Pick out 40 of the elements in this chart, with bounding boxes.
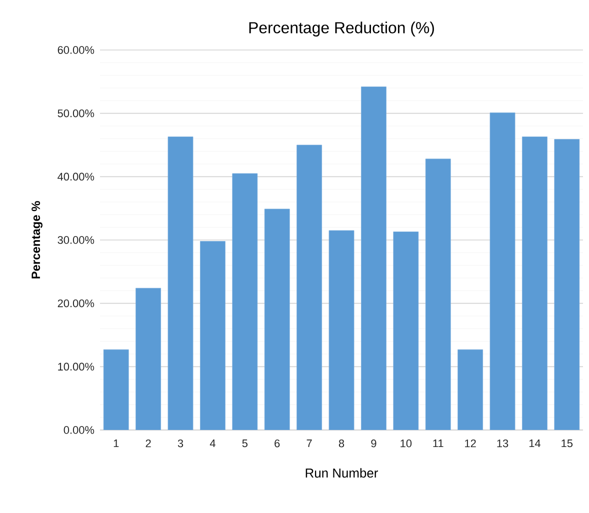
bar [490,112,516,430]
x-tick-label: 13 [497,440,508,448]
bar [103,349,129,430]
bar [264,208,290,430]
x-tick-label: 3 [178,440,184,448]
y-tick-label: 10.00% [58,362,94,371]
y-tick-label: 40.00% [58,172,94,181]
x-axis-title: Run Number [306,468,378,478]
bar [296,144,322,430]
bar [168,136,194,430]
x-tick-label: 6 [274,440,280,448]
bar [328,230,354,430]
x-tick-label: 12 [465,440,476,448]
x-tick-label: 8 [338,440,344,448]
x-tick-label: 5 [242,440,248,448]
bar [393,232,419,430]
x-tick-label: 11 [433,440,444,448]
bar [232,173,258,430]
chart-title: Percentage Reduction (%) [249,22,434,37]
bar [136,288,161,430]
bar [522,136,548,430]
y-tick-label: 30.00% [58,236,94,244]
bar [554,139,580,430]
y-tick-label: 50.00% [58,109,94,118]
bar [361,86,386,430]
x-tick-label: 9 [371,440,376,448]
x-tick-label: 7 [306,440,312,448]
bar [200,241,226,430]
x-tick-label: 10 [400,440,412,448]
y-tick-label: 60.00% [58,46,94,54]
y-tick-label: 20.00% [58,299,94,308]
bar [458,349,484,430]
x-tick-label: 2 [146,440,151,448]
bar [425,158,451,430]
y-tick-label: 0.00% [64,426,94,434]
x-tick-label: 15 [562,440,573,448]
y-axis-title: Percentage % [32,201,42,278]
x-tick-label: 14 [529,440,540,448]
x-tick-label: 1 [114,440,119,448]
x-tick-label: 4 [210,440,216,448]
